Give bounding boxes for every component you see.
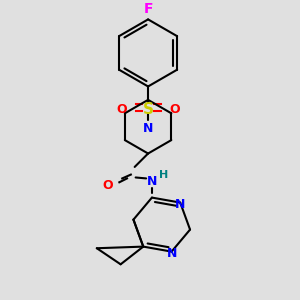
Text: O: O [169, 103, 180, 116]
Text: O: O [103, 179, 113, 192]
Text: N: N [167, 247, 177, 260]
Text: N: N [147, 175, 157, 188]
Text: N: N [175, 198, 185, 211]
Text: F: F [143, 2, 153, 16]
Text: N: N [143, 122, 153, 135]
Text: H: H [159, 169, 168, 180]
Text: O: O [116, 103, 127, 116]
Text: S: S [142, 101, 154, 116]
